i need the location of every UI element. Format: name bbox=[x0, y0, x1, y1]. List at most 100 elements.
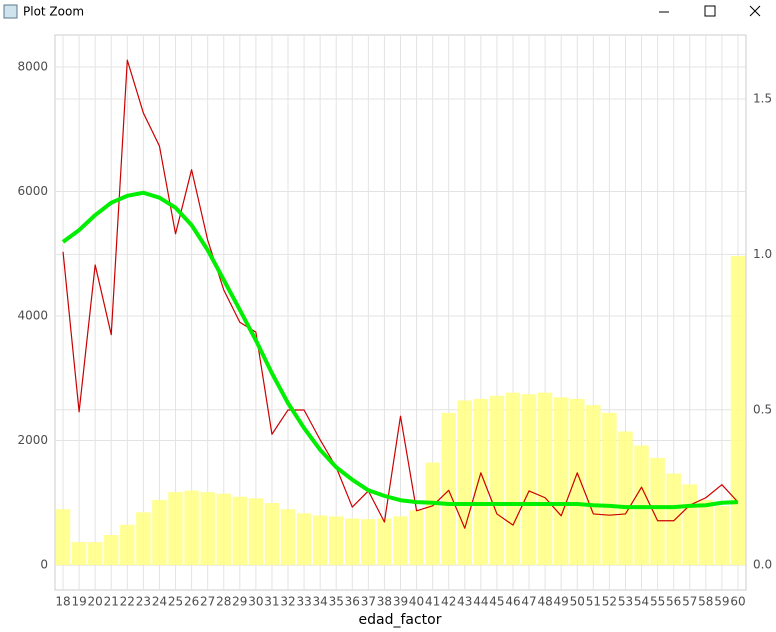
x-tick-label: 46 bbox=[505, 595, 520, 609]
y2-tick-label: 0.5 bbox=[753, 402, 772, 416]
x-tick-label: 30 bbox=[248, 595, 263, 609]
bar bbox=[312, 515, 328, 566]
window-title: Plot Zoom bbox=[23, 5, 84, 19]
x-tick-label: 45 bbox=[489, 595, 504, 609]
x-tick-label: 24 bbox=[152, 595, 167, 609]
bar bbox=[537, 392, 553, 566]
x-tick-label: 37 bbox=[361, 595, 376, 609]
bar bbox=[505, 392, 521, 566]
bar bbox=[521, 394, 537, 566]
bar bbox=[553, 397, 569, 566]
x-tick-label: 29 bbox=[232, 595, 247, 609]
x-tick-label: 39 bbox=[393, 595, 408, 609]
bar bbox=[441, 412, 456, 566]
app-icon bbox=[3, 4, 18, 19]
x-tick-label: 53 bbox=[618, 595, 633, 609]
x-tick-label: 38 bbox=[377, 595, 392, 609]
y-tick-label: 4000 bbox=[17, 308, 48, 322]
y-tick-label: 2000 bbox=[17, 433, 48, 447]
x-tick-label: 27 bbox=[200, 595, 215, 609]
bar bbox=[377, 518, 392, 566]
bar bbox=[248, 498, 264, 566]
bar bbox=[345, 518, 360, 566]
x-tick-label: 32 bbox=[280, 595, 295, 609]
bar bbox=[55, 509, 71, 566]
bar bbox=[602, 412, 617, 566]
bar bbox=[714, 506, 730, 566]
x-tick-label: 56 bbox=[666, 595, 681, 609]
bar bbox=[120, 524, 135, 566]
bar bbox=[87, 542, 103, 566]
x-tick-label: 23 bbox=[136, 595, 151, 609]
x-tick-label: 43 bbox=[457, 595, 472, 609]
title-bar bbox=[0, 0, 776, 25]
x-tick-label: 59 bbox=[714, 595, 729, 609]
x-tick-label: 21 bbox=[104, 595, 119, 609]
bar bbox=[232, 496, 248, 566]
x-tick-label: 19 bbox=[71, 595, 86, 609]
bar bbox=[570, 398, 585, 566]
bar bbox=[409, 510, 424, 566]
bar bbox=[152, 499, 167, 566]
y2-tick-label: 1.0 bbox=[753, 247, 772, 261]
x-tick-label: 25 bbox=[168, 595, 183, 609]
maximize-button[interactable] bbox=[704, 5, 716, 17]
x-tick-label: 18 bbox=[55, 595, 70, 609]
y-tick-label: 0 bbox=[40, 557, 48, 571]
y-tick-label: 6000 bbox=[17, 184, 48, 198]
bar bbox=[473, 398, 489, 566]
x-tick-label: 49 bbox=[554, 595, 569, 609]
bar bbox=[296, 513, 312, 566]
x-tick-label: 28 bbox=[216, 595, 231, 609]
x-tick-label: 36 bbox=[345, 595, 360, 609]
bar bbox=[104, 534, 119, 566]
x-tick-label: 51 bbox=[586, 595, 601, 609]
x-tick-label: 60 bbox=[730, 595, 745, 609]
x-tick-label: 58 bbox=[698, 595, 713, 609]
bar bbox=[200, 492, 215, 566]
x-tick-label: 57 bbox=[682, 595, 697, 609]
bar bbox=[618, 431, 633, 566]
close-button[interactable] bbox=[749, 5, 761, 17]
y2-tick-label: 0.0 bbox=[753, 558, 772, 572]
x-tick-label: 42 bbox=[441, 595, 456, 609]
x-tick-label: 40 bbox=[409, 595, 424, 609]
x-tick-label: 22 bbox=[120, 595, 135, 609]
bar bbox=[682, 484, 697, 566]
bar bbox=[457, 400, 473, 566]
bar bbox=[280, 509, 296, 566]
bar bbox=[71, 542, 87, 566]
x-tick-label: 35 bbox=[329, 595, 344, 609]
x-tick-label: 33 bbox=[296, 595, 311, 609]
x-tick-label: 31 bbox=[264, 595, 279, 609]
x-tick-label: 44 bbox=[473, 595, 488, 609]
x-tick-label: 47 bbox=[521, 595, 536, 609]
bar bbox=[730, 255, 746, 566]
bar bbox=[698, 499, 714, 566]
y-tick-label: 8000 bbox=[17, 59, 48, 73]
bar bbox=[650, 457, 665, 566]
x-tick-label: 52 bbox=[602, 595, 617, 609]
line bbox=[62, 59, 739, 529]
y2-tick-label: 1.5 bbox=[753, 92, 772, 106]
bar bbox=[425, 462, 440, 566]
x-tick-label: 34 bbox=[313, 595, 328, 609]
bar bbox=[586, 405, 601, 566]
x-tick-label: 54 bbox=[634, 595, 649, 609]
bar bbox=[264, 502, 280, 566]
x-tick-label: 55 bbox=[650, 595, 665, 609]
bar bbox=[216, 493, 231, 566]
bar bbox=[168, 492, 183, 566]
x-tick-label: 41 bbox=[425, 595, 440, 609]
bar bbox=[328, 516, 344, 566]
bar bbox=[184, 490, 199, 566]
bar bbox=[489, 395, 505, 566]
x-tick-label: 20 bbox=[88, 595, 103, 609]
x-tick-label: 26 bbox=[184, 595, 199, 609]
x-axis-title: edad_factor bbox=[359, 612, 442, 628]
bar bbox=[666, 473, 681, 566]
bar bbox=[393, 516, 408, 566]
bar bbox=[136, 512, 151, 566]
